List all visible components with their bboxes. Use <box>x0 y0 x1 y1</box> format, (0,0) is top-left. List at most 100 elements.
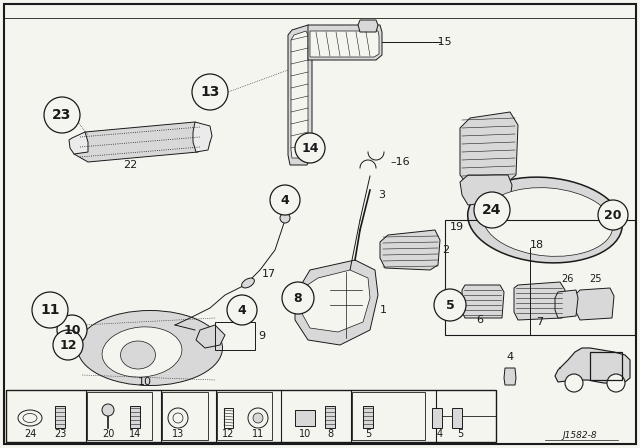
Circle shape <box>598 200 628 230</box>
Text: 25: 25 <box>589 274 601 284</box>
Circle shape <box>32 292 68 328</box>
Circle shape <box>282 282 314 314</box>
Ellipse shape <box>102 327 182 377</box>
Polygon shape <box>291 31 308 158</box>
Polygon shape <box>193 122 212 152</box>
Text: 10: 10 <box>138 377 152 387</box>
Polygon shape <box>555 348 630 383</box>
Polygon shape <box>460 175 512 205</box>
Text: –15: –15 <box>432 37 452 47</box>
Circle shape <box>192 74 228 110</box>
Bar <box>217 392 272 440</box>
Polygon shape <box>69 132 88 154</box>
Polygon shape <box>196 325 225 348</box>
Text: 20: 20 <box>604 208 621 221</box>
Circle shape <box>565 374 583 392</box>
Bar <box>55 406 65 428</box>
Text: 4: 4 <box>506 352 513 362</box>
Polygon shape <box>380 230 440 270</box>
Polygon shape <box>555 290 578 318</box>
Text: 14: 14 <box>301 142 319 155</box>
Text: 6: 6 <box>477 315 483 325</box>
Text: 3: 3 <box>378 190 385 200</box>
Text: 23: 23 <box>54 429 66 439</box>
Circle shape <box>227 295 257 325</box>
Bar <box>325 406 335 428</box>
Polygon shape <box>576 288 614 320</box>
Bar <box>445 220 635 335</box>
Bar <box>87 392 152 440</box>
Text: 13: 13 <box>200 85 220 99</box>
Text: –16: –16 <box>390 157 410 167</box>
Circle shape <box>295 133 325 163</box>
Circle shape <box>53 330 83 360</box>
Ellipse shape <box>23 414 37 422</box>
Text: 22: 22 <box>123 160 137 170</box>
Polygon shape <box>460 112 518 185</box>
Text: 4: 4 <box>237 303 246 316</box>
Text: 8: 8 <box>327 429 333 439</box>
Text: 8: 8 <box>294 292 302 305</box>
Ellipse shape <box>173 413 183 423</box>
Text: 18: 18 <box>530 240 544 250</box>
Ellipse shape <box>483 188 613 256</box>
Polygon shape <box>300 270 370 332</box>
Text: 26: 26 <box>561 274 573 284</box>
Circle shape <box>434 289 466 321</box>
Bar <box>363 406 373 428</box>
Text: 11: 11 <box>252 429 264 439</box>
Bar <box>6 390 496 442</box>
Text: 17: 17 <box>262 269 276 279</box>
Polygon shape <box>462 285 504 318</box>
Polygon shape <box>308 25 382 60</box>
Text: 10: 10 <box>63 323 81 336</box>
Text: 13: 13 <box>172 429 184 439</box>
Circle shape <box>280 213 290 223</box>
Ellipse shape <box>253 413 263 423</box>
Text: 23: 23 <box>52 108 72 122</box>
Bar <box>432 408 442 428</box>
Ellipse shape <box>18 410 42 426</box>
Text: 9: 9 <box>258 331 265 341</box>
Text: 1: 1 <box>380 305 387 315</box>
Ellipse shape <box>242 278 254 288</box>
Text: 10: 10 <box>299 429 311 439</box>
Bar <box>295 410 315 426</box>
Circle shape <box>607 374 625 392</box>
Text: 24: 24 <box>483 203 502 217</box>
Ellipse shape <box>120 341 156 369</box>
Polygon shape <box>514 282 565 320</box>
Text: 12: 12 <box>222 429 234 439</box>
Text: 12: 12 <box>60 339 77 352</box>
Bar <box>352 392 425 440</box>
Bar <box>130 406 140 428</box>
Circle shape <box>102 404 114 416</box>
Text: 4: 4 <box>437 429 443 439</box>
Polygon shape <box>72 122 210 162</box>
Ellipse shape <box>468 177 622 263</box>
Circle shape <box>270 185 300 215</box>
Text: 19: 19 <box>450 222 464 232</box>
Polygon shape <box>288 25 312 165</box>
Text: 5: 5 <box>445 298 454 311</box>
Text: 4: 4 <box>280 194 289 207</box>
Text: 2: 2 <box>442 245 449 255</box>
Ellipse shape <box>168 408 188 428</box>
Ellipse shape <box>77 310 223 385</box>
Text: 20: 20 <box>102 429 114 439</box>
Polygon shape <box>504 368 516 385</box>
Circle shape <box>474 192 510 228</box>
Ellipse shape <box>248 408 268 428</box>
Bar <box>452 408 462 428</box>
Text: 5: 5 <box>365 429 371 439</box>
Bar <box>590 352 622 380</box>
Circle shape <box>57 315 87 345</box>
Text: 7: 7 <box>536 317 543 327</box>
Text: J1582-8: J1582-8 <box>563 431 597 439</box>
Text: 20: 20 <box>606 208 624 221</box>
Bar <box>162 392 208 440</box>
Text: 24: 24 <box>24 429 36 439</box>
Circle shape <box>44 97 80 133</box>
Bar <box>224 408 233 428</box>
Polygon shape <box>358 20 378 32</box>
